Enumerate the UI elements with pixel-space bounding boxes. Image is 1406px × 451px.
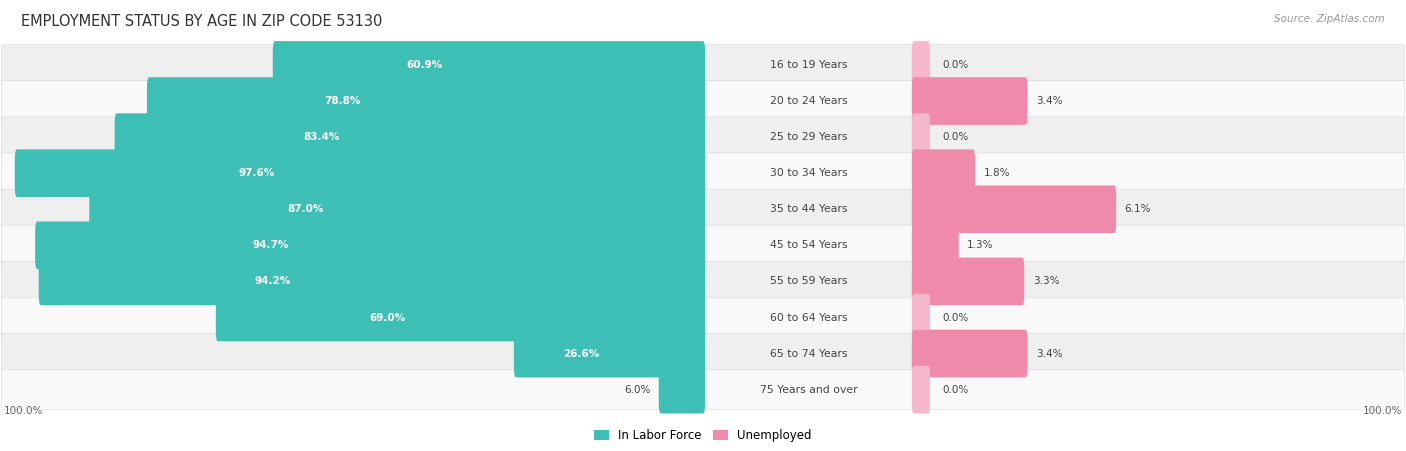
FancyBboxPatch shape [273,41,706,89]
FancyBboxPatch shape [515,330,706,377]
FancyBboxPatch shape [1,261,1405,302]
Text: 100.0%: 100.0% [3,406,44,416]
FancyBboxPatch shape [1,45,1405,85]
FancyBboxPatch shape [911,366,931,414]
FancyBboxPatch shape [1,225,1405,266]
FancyBboxPatch shape [911,294,931,341]
Text: 45 to 54 Years: 45 to 54 Years [769,240,848,250]
Text: 3.4%: 3.4% [1036,96,1063,106]
Text: 16 to 19 Years: 16 to 19 Years [769,60,848,70]
Text: 69.0%: 69.0% [370,313,406,322]
FancyBboxPatch shape [658,366,706,414]
FancyBboxPatch shape [90,185,706,233]
Text: 0.0%: 0.0% [942,60,969,70]
Legend: In Labor Force, Unemployed: In Labor Force, Unemployed [589,424,817,447]
Text: 100.0%: 100.0% [1362,406,1403,416]
FancyBboxPatch shape [1,297,1405,338]
Text: 6.1%: 6.1% [1125,204,1152,214]
FancyBboxPatch shape [217,294,706,341]
FancyBboxPatch shape [1,153,1405,193]
Text: 1.3%: 1.3% [967,240,994,250]
FancyBboxPatch shape [1,117,1405,157]
Text: 87.0%: 87.0% [287,204,323,214]
Text: 94.7%: 94.7% [252,240,288,250]
FancyBboxPatch shape [1,81,1405,121]
Text: 75 Years and over: 75 Years and over [759,385,858,395]
Text: 30 to 34 Years: 30 to 34 Years [769,168,848,178]
Text: 94.2%: 94.2% [254,276,291,286]
FancyBboxPatch shape [911,41,931,89]
Text: 25 to 29 Years: 25 to 29 Years [769,132,848,142]
Text: 83.4%: 83.4% [304,132,340,142]
FancyBboxPatch shape [911,77,1028,125]
Text: 1.8%: 1.8% [984,168,1010,178]
FancyBboxPatch shape [911,149,976,197]
FancyBboxPatch shape [1,189,1405,230]
FancyBboxPatch shape [911,221,959,269]
FancyBboxPatch shape [114,113,706,161]
Text: 78.8%: 78.8% [325,96,361,106]
Text: 3.3%: 3.3% [1033,276,1059,286]
Text: 60.9%: 60.9% [406,60,443,70]
Text: 0.0%: 0.0% [942,313,969,322]
FancyBboxPatch shape [15,149,706,197]
Text: 0.0%: 0.0% [942,132,969,142]
Text: 35 to 44 Years: 35 to 44 Years [769,204,848,214]
Text: 65 to 74 Years: 65 to 74 Years [769,349,848,359]
Text: 0.0%: 0.0% [942,385,969,395]
Text: 60 to 64 Years: 60 to 64 Years [769,313,848,322]
FancyBboxPatch shape [1,333,1405,374]
Text: 55 to 59 Years: 55 to 59 Years [769,276,848,286]
FancyBboxPatch shape [911,330,1028,377]
FancyBboxPatch shape [911,113,931,161]
Text: 20 to 24 Years: 20 to 24 Years [769,96,848,106]
FancyBboxPatch shape [1,369,1405,410]
Text: 6.0%: 6.0% [624,385,650,395]
Text: EMPLOYMENT STATUS BY AGE IN ZIP CODE 53130: EMPLOYMENT STATUS BY AGE IN ZIP CODE 531… [21,14,382,28]
Text: 97.6%: 97.6% [239,168,276,178]
Text: Source: ZipAtlas.com: Source: ZipAtlas.com [1274,14,1385,23]
FancyBboxPatch shape [911,258,1024,305]
FancyBboxPatch shape [911,185,1116,233]
Text: 26.6%: 26.6% [564,349,599,359]
FancyBboxPatch shape [38,258,706,305]
FancyBboxPatch shape [148,77,706,125]
FancyBboxPatch shape [35,221,706,269]
Text: 3.4%: 3.4% [1036,349,1063,359]
